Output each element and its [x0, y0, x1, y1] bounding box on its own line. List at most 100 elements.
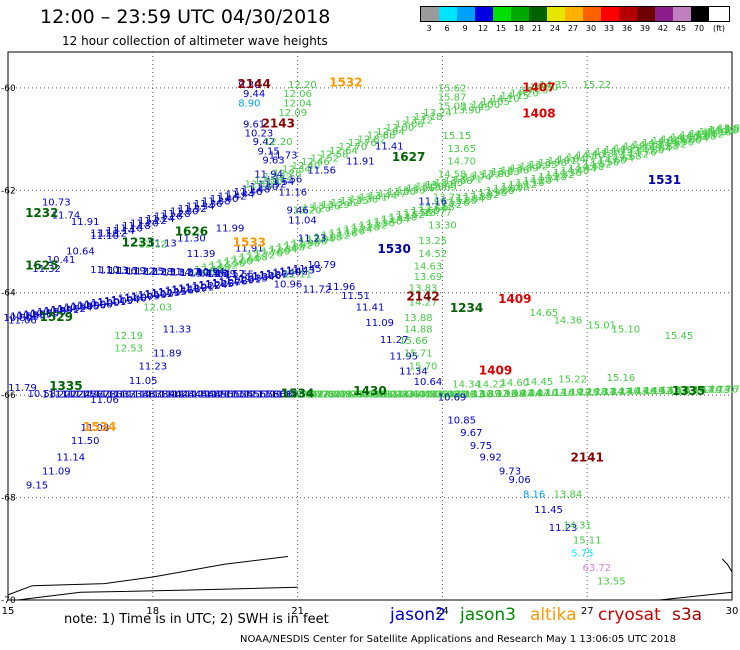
x-tick-label: 24 [436, 606, 449, 617]
track-value-dense: 14.04 [493, 184, 522, 195]
track-value-dense: 14.48 [576, 162, 605, 173]
track-value: 9.67 [460, 428, 482, 439]
track-value-dense: 14.72 [620, 150, 649, 161]
track-value: 9.46 [286, 205, 308, 216]
track-value-dense: 11.61 [264, 390, 293, 401]
track-value-dense: 12.34 [282, 165, 311, 176]
track-value-dense: 13.32 [359, 220, 388, 231]
pass-time-label: 1335 [49, 379, 82, 393]
coastline [721, 558, 733, 573]
track-value-dense: 14.22 [614, 143, 643, 154]
track-value: 14.31 [563, 520, 592, 531]
track-value-dense: 13.12 [404, 116, 433, 127]
track-value: 11.10 [90, 228, 119, 239]
track-value-dense: 14.25 [623, 142, 652, 153]
track-value-dense: 14.49 [699, 127, 728, 138]
track-value: 11.41 [375, 141, 404, 152]
track-value-dense: 15.00 [673, 136, 702, 147]
x-tick-label: 21 [291, 606, 304, 617]
track-value: 10.73 [42, 198, 71, 209]
page-title: 12:00 – 23:59 UTC 04/30/2018 [40, 6, 331, 28]
track-value-dense: 11.46 [185, 390, 214, 401]
track-value-dense: 11.52 [218, 390, 247, 401]
pass-time-label: 1529 [40, 310, 73, 324]
track-value-dense: 11.33 [114, 390, 143, 401]
track-value-dense: 10.83 [17, 311, 46, 322]
track-value-dense: 10.86 [30, 308, 59, 319]
track-value-dense: 11.10 [138, 290, 167, 301]
track-value: 15.22 [558, 374, 587, 385]
track-value-dense: 14.31 [587, 387, 616, 398]
track-value-dense: 11.24 [146, 214, 175, 225]
track-value-dense: 14.16 [516, 178, 545, 189]
track-value-dense: 10.88 [37, 307, 66, 318]
track-value-dense: 12.68 [239, 253, 268, 264]
track-value-dense: 14.34 [652, 136, 681, 147]
track-value-dense: 14.13 [537, 388, 566, 399]
track-value-dense: 13.52 [396, 210, 425, 221]
track-value-dense: 12.22 [263, 172, 292, 183]
track-value: 11.13 [148, 239, 177, 250]
track-value-dense: 13.04 [346, 390, 375, 401]
legend-swatch [583, 7, 601, 21]
track-value-dense: 13.20 [368, 390, 397, 401]
pass-time-label: 1626 [175, 224, 208, 238]
track-value-dense: 11.19 [178, 283, 207, 294]
pass-time-label: 2144 [237, 77, 270, 91]
track-value-dense: 13.68 [436, 390, 465, 401]
track-value-dense: 12.52 [310, 153, 339, 164]
track-value-dense: 14.88 [650, 142, 679, 153]
legend-swatch-label: 33 [603, 24, 615, 33]
track-value: 12.04 [283, 98, 312, 109]
track-value: 14.65 [529, 308, 558, 319]
legend-swatch-label: 18 [513, 24, 525, 33]
track-value-dense: 12.94 [376, 127, 405, 138]
track-value-dense: 11.63 [277, 390, 306, 401]
track-value: 13.30 [428, 221, 457, 232]
track-value: 14.88 [404, 325, 433, 336]
legend-swatch [691, 7, 709, 21]
track-value-dense: 11.45 [293, 264, 322, 275]
track-value-dense: 13.44 [402, 390, 431, 401]
track-value-dense: 11.16 [165, 286, 194, 297]
track-value-dense: 11.38 [202, 197, 231, 208]
track-value-dense: 11.25 [135, 267, 164, 278]
track-value-dense: 11.37 [259, 270, 288, 281]
track-value-dense: 11.24 [62, 390, 91, 401]
track-value-dense: 12.56 [217, 259, 246, 270]
track-value: 9.15 [26, 480, 48, 491]
track-value: 14.52 [418, 249, 447, 260]
track-value-dense: 14.31 [642, 138, 671, 149]
track-value: 10.64 [414, 377, 443, 388]
track-value: 12.19 [114, 331, 143, 342]
track-value-dense: 14.58 [660, 386, 689, 397]
track-value: 12.11 [283, 269, 312, 280]
track-value: 11.95 [389, 351, 418, 362]
track-value-dense: 12.46 [301, 157, 330, 168]
track-value-dense: 14.76 [628, 148, 657, 159]
track-value-dense: 12.52 [209, 261, 238, 272]
track-value-dense: 10.85 [24, 309, 53, 320]
track-value-dense: 11.36 [253, 271, 282, 282]
track-value: 14.22 [476, 379, 505, 390]
satellite-label-s3a: s3a [672, 605, 703, 625]
track-value: 11.14 [56, 453, 85, 464]
track-value-dense: 11.40 [153, 390, 182, 401]
x-tick-label: 15 [2, 606, 15, 617]
track-value-dense: 11.10 [90, 265, 119, 276]
track-value-dense: 11.34 [162, 267, 191, 278]
track-value-dense: 12.80 [262, 247, 291, 258]
pass-time-label: 1409 [498, 292, 531, 306]
track-value-dense: 11.00 [91, 298, 120, 309]
track-value: 9.06 [508, 475, 530, 486]
track-value-dense: 14.43 [680, 131, 709, 142]
track-value-dense: 12.88 [276, 243, 305, 254]
track-value-dense: 12.40 [292, 161, 321, 172]
track-value-dense: 13.64 [430, 390, 459, 401]
track-value-dense: 11.22 [138, 216, 167, 227]
track-value: 8.16 [523, 490, 545, 501]
track-value-dense: 11.16 [114, 224, 143, 235]
y-tick-label: -66 [1, 391, 16, 401]
legend-swatch [673, 7, 691, 21]
